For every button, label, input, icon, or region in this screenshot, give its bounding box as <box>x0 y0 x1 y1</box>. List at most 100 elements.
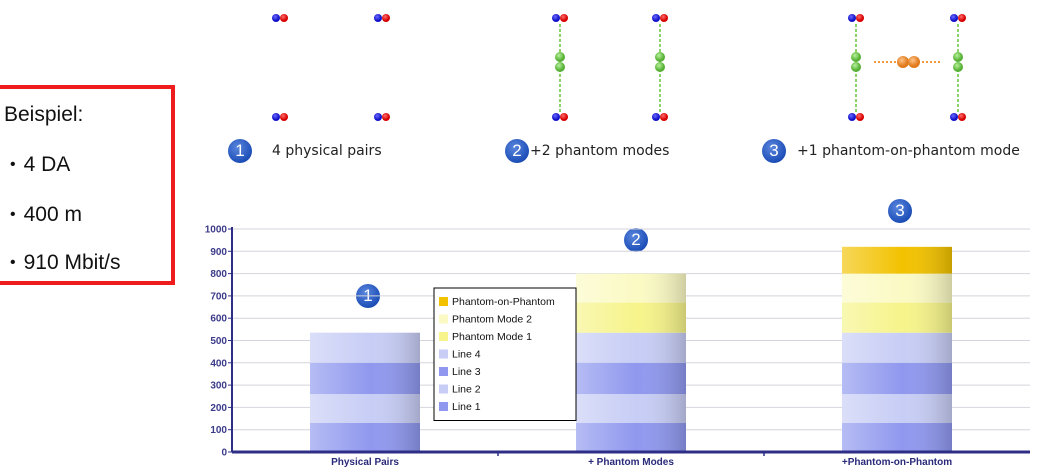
y-tick-label: 0 <box>221 448 227 459</box>
y-tick-label: 300 <box>210 381 227 392</box>
legend-swatch <box>439 402 448 411</box>
wire-pair-icon <box>374 14 390 22</box>
wire-pair-icon <box>272 113 288 121</box>
x-tick-label: +Phantom-on-Phantom <box>842 457 952 468</box>
x-tick-label: Physical Pairs <box>331 457 399 468</box>
legend-swatch <box>439 332 448 341</box>
bar-segment <box>576 273 686 303</box>
bar-segment-shade <box>842 362 952 395</box>
pair-group-3 <box>848 14 966 121</box>
legend-swatch <box>439 297 448 306</box>
bar-segment-shade <box>842 273 952 303</box>
bar-segment-shade <box>576 394 686 424</box>
chart-grid <box>232 228 1030 431</box>
wire-pair-icon <box>652 14 668 22</box>
step-badge-3: 3 <box>762 139 786 163</box>
step-label-1: 4 physical pairs <box>272 143 382 159</box>
bar-segment <box>842 394 952 424</box>
legend-label: Line 3 <box>452 366 481 378</box>
y-tick-label: 200 <box>210 403 227 414</box>
bar-badge-2: 2 <box>624 228 648 252</box>
phantom-on-phantom-icon <box>874 56 940 68</box>
wire-pair-icon <box>950 113 966 121</box>
wire-pair-icon <box>374 113 390 121</box>
phantom-mode-icon <box>555 24 565 112</box>
bar-badge-3: 3 <box>888 199 912 223</box>
chart-legend: Phantom-on-Phantom Phantom Mode 2 Phantom … <box>433 287 577 421</box>
wire-pair-icon <box>552 113 568 121</box>
bar-segment-shade <box>842 302 952 333</box>
bar-segment <box>842 246 952 274</box>
bar-segment-shade <box>842 246 952 274</box>
phantom-mode-icon <box>953 24 963 112</box>
chart-bars <box>310 246 952 452</box>
chart-axes: 0 100 200 300 400 500 600 700 800 900 1000 Physical… <box>205 225 1030 468</box>
bar-segment-shade <box>576 423 686 452</box>
legend-swatch <box>439 384 448 394</box>
legend-label: Line 2 <box>452 384 481 396</box>
bar-segment <box>576 394 686 424</box>
bar-segment-shade <box>310 362 420 395</box>
bar-segment <box>842 362 952 395</box>
x-tick-label: + Phantom Modes <box>588 457 674 468</box>
legend-label: Phantom Mode 2 <box>452 314 532 326</box>
example-item-text: 910 Mbit/s <box>23 251 121 274</box>
legend-label: Phantom-on-Phantom <box>452 296 555 308</box>
bar-segment <box>576 332 686 363</box>
example-item-1: • 4 DA <box>10 153 70 177</box>
bar-segment <box>842 302 952 333</box>
bullet-icon: • <box>10 156 16 173</box>
legend-swatch <box>439 314 448 324</box>
pair-diagrams <box>272 14 966 121</box>
bar-segment <box>310 423 420 452</box>
bar-segment-shade <box>576 302 686 333</box>
wire-pair-icon <box>652 113 668 121</box>
bullet-icon: • <box>10 254 16 271</box>
legend-label: Line 4 <box>452 349 481 361</box>
y-tick-label: 800 <box>210 269 227 280</box>
legend-box <box>433 287 577 421</box>
legend-swatch <box>439 349 448 359</box>
phantom-mode-icon <box>655 24 665 112</box>
step-badge-1: 1 <box>228 139 252 163</box>
step-badge-2: 2 <box>505 139 529 163</box>
bar-segment <box>842 332 952 363</box>
pair-group-2 <box>552 14 668 121</box>
bar-segment <box>310 394 420 424</box>
wire-pair-icon <box>848 113 864 121</box>
bar-segment-shade <box>310 394 420 424</box>
example-item-3: • 910 Mbit/s <box>10 251 121 275</box>
y-tick-label: 1000 <box>205 225 228 236</box>
bar-segment-shade <box>310 332 420 363</box>
bar-segment-shade <box>310 423 420 452</box>
example-box: Beispiel: • 4 DA • 400 m • 910 Mbit/s <box>0 85 175 285</box>
bar-segment-shade <box>842 394 952 424</box>
bar-segment <box>842 423 952 452</box>
wire-pair-icon <box>272 14 288 22</box>
wire-pair-icon <box>950 14 966 22</box>
phantom-mode-icon <box>851 24 861 112</box>
bar-segment-shade <box>842 332 952 363</box>
bar-segment-shade <box>576 362 686 395</box>
wire-pair-icon <box>552 14 568 22</box>
example-heading: Beispiel: <box>4 103 84 126</box>
bar-badge-1: 1 <box>356 284 380 308</box>
bar-segment-shade <box>576 332 686 363</box>
y-tick-label: 900 <box>210 247 227 258</box>
wire-pair-icon <box>848 14 864 22</box>
bar-segment <box>576 362 686 395</box>
y-tick-label: 600 <box>210 314 227 325</box>
bar-segment-shade <box>576 273 686 303</box>
bar-segment <box>576 302 686 333</box>
y-tick-label: 500 <box>210 336 227 347</box>
pair-group-1 <box>272 14 390 121</box>
legend-label: Phantom Mode 1 <box>452 331 532 343</box>
bar-segment <box>310 332 420 363</box>
step-label-3: +1 phantom-on-phantom mode <box>797 143 1020 159</box>
bar-segment <box>576 423 686 452</box>
bar-segment-shade <box>842 423 952 452</box>
y-tick-label: 700 <box>210 291 227 302</box>
step-label-2: +2 phantom modes <box>530 143 670 159</box>
example-item-2: • 400 m <box>10 203 82 227</box>
y-tick-label: 400 <box>210 358 227 369</box>
